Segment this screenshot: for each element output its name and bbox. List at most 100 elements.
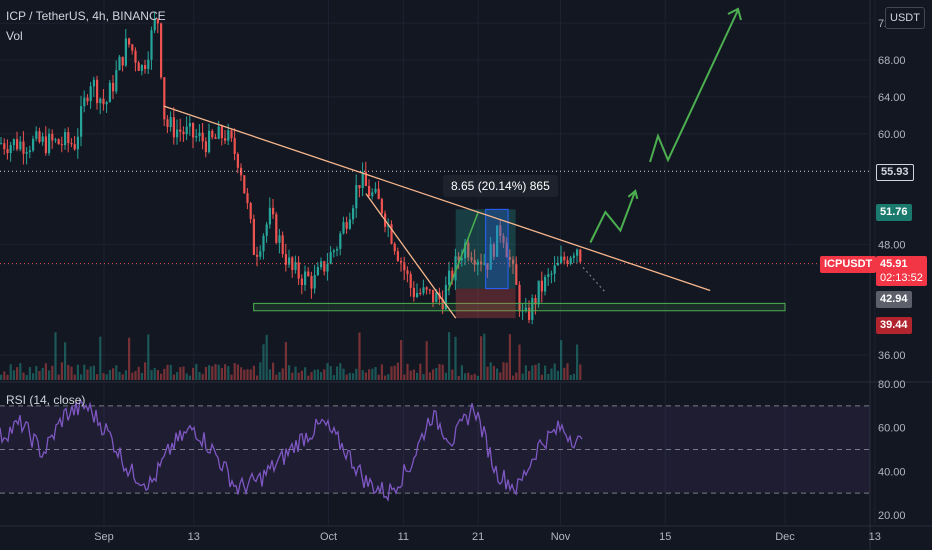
candle-countdown: 02:13:52 [880,272,923,284]
candle-body [566,260,569,264]
candle-body [144,65,147,70]
candle-body [243,175,246,194]
candle-body [528,307,531,320]
volume-bar [137,366,140,380]
volume-bar [275,374,278,380]
volume-bar [380,364,383,380]
rsi-tick-label: 20.00 [878,510,906,522]
candle-body [300,278,303,286]
candle-body [236,153,239,168]
candle-body [217,126,220,139]
candle-body [361,171,364,188]
candle-body [99,98,102,104]
volume-bar [326,363,329,380]
measurement-label: 8.65 (20.14%) 865 [443,175,558,197]
support-zone [253,302,786,312]
volume-bar [435,367,438,380]
candle-body [473,260,476,265]
volume-bar [371,368,374,380]
candle-body [137,62,140,71]
candle-body [496,225,499,257]
volume-bar [224,364,227,380]
volume-bar [102,373,105,380]
candle-body [368,185,371,197]
candle-body [80,106,83,137]
volume-bar [124,370,127,380]
candle-body [32,138,35,151]
volume-bar [217,364,220,380]
candle-body [508,257,511,260]
candle-body [377,188,380,200]
y-tick-label: 48.00 [878,239,906,251]
candle-body [537,280,540,305]
volume-bar [281,368,284,380]
volume-bar [243,369,246,380]
candle-body [371,192,374,197]
volume-bar [214,364,217,380]
volume-bar [480,336,483,380]
x-tick-label: Oct [320,531,337,543]
drawings[interactable] [0,7,870,319]
candle-body [9,145,12,154]
volume-bar [208,365,211,380]
steep-trendline [365,193,457,319]
candle-body [416,293,419,297]
volume-bar [409,370,412,380]
volume-bar [195,363,198,380]
volume-bar [553,363,556,380]
y-tick-label: 60.00 [878,129,906,141]
volume-bar [108,369,111,380]
volume-bar [19,363,22,380]
candle-body [124,38,127,66]
volume-bar [550,368,553,380]
candle-body [64,132,67,146]
volume-bar [348,372,351,380]
candle-body [169,117,172,128]
candle-body [188,123,191,127]
volume-bar [304,367,307,380]
volume-bar [560,340,563,380]
volume-bar [140,372,143,380]
green-level-tag: 51.76 [876,204,912,221]
volume-bar [32,373,35,380]
volume-label: Vol [6,29,23,43]
candle-body [163,77,166,120]
volume-bar [201,374,204,380]
x-tick-label: 21 [472,531,484,543]
candle-body [547,274,550,277]
volume-bar [3,371,6,380]
volume-bar [358,332,361,380]
volume-bar [192,367,195,380]
rsi-pane [0,398,870,503]
last-price-tag: 45.91 02:13:52 [876,256,927,286]
candle-body [112,82,115,92]
volume-bar [268,369,271,380]
volume-bar [393,365,396,380]
volume-bar [185,373,188,380]
candle-body [38,131,41,142]
y-tick-label: 64.00 [878,92,906,104]
candle-body [214,137,217,139]
candle-body [563,256,566,261]
candle-body [224,138,227,141]
candle-body [448,270,451,285]
volume-bar [521,373,524,380]
candle-body [464,242,467,259]
volume-bar [153,367,156,380]
candle-body [211,130,214,138]
volume-bar [300,370,303,380]
volume-bar [518,344,521,380]
candle-body [512,259,515,265]
currency-unit-button[interactable]: USDT [885,7,925,29]
candle-body [3,143,6,150]
candle-body [54,139,57,141]
volume-bar [22,372,25,380]
volume-bar [211,366,214,380]
candle-body [275,214,278,243]
candle-body [96,79,99,104]
volume-bar [336,366,339,380]
candle-body [198,132,201,137]
x-tick-label: Dec [775,531,795,543]
measure-arrow [447,211,479,291]
